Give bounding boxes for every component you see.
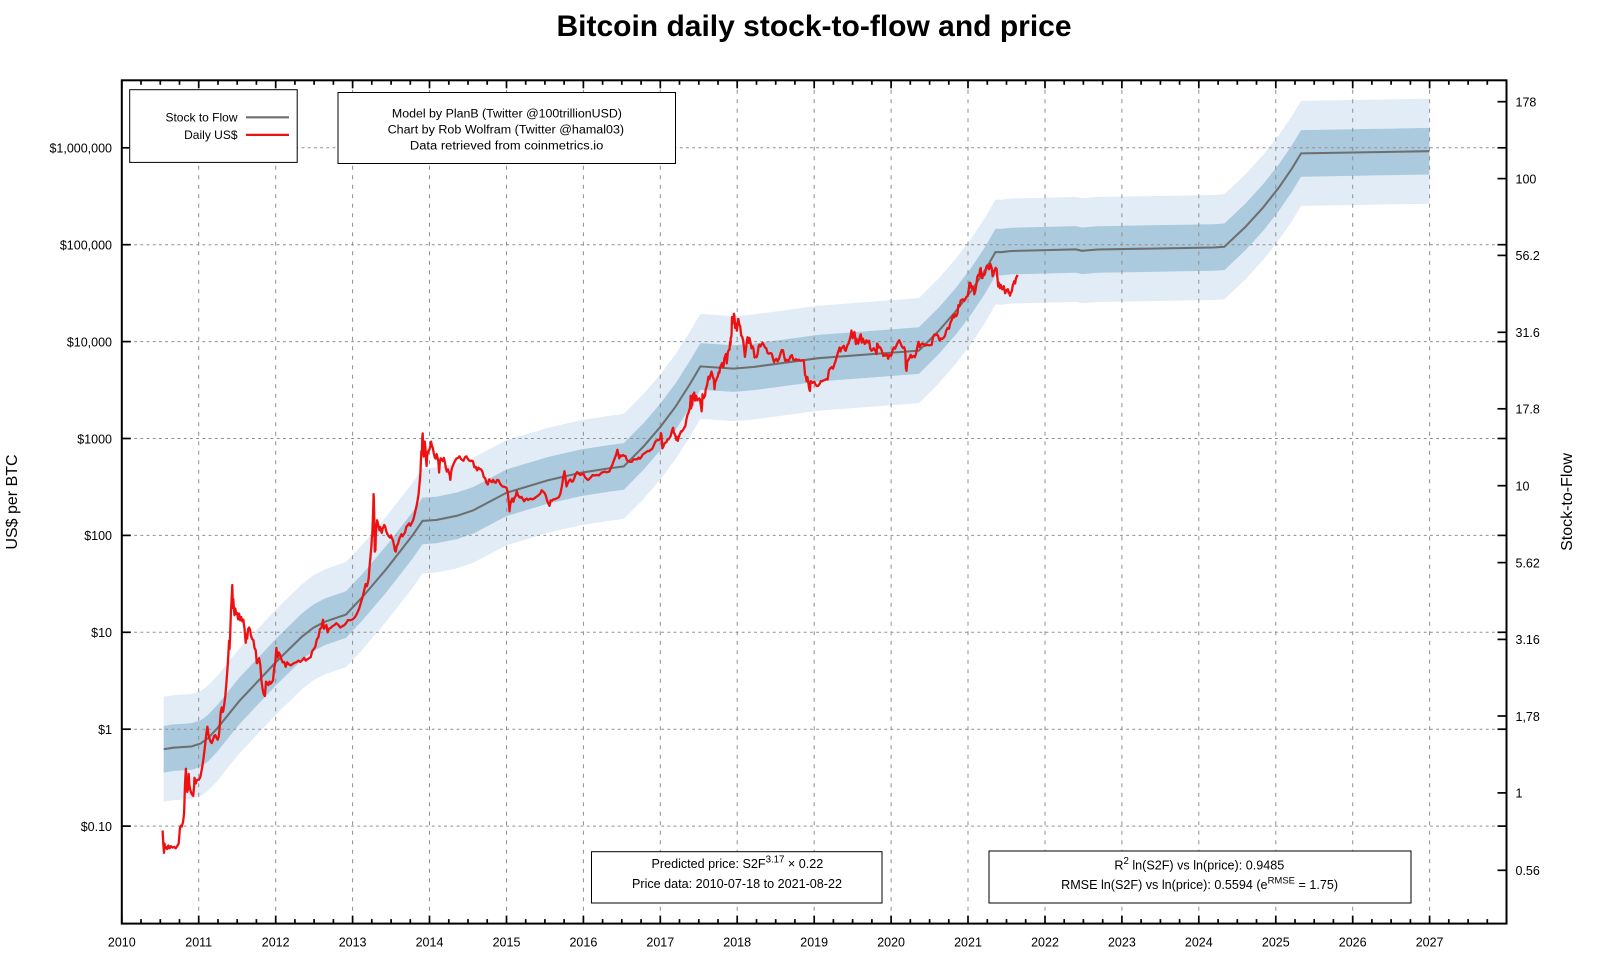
- svg-text:2017: 2017: [646, 936, 674, 950]
- svg-text:2011: 2011: [185, 936, 212, 950]
- svg-text:Chart by Rob Wolfram (Twitter: Chart by Rob Wolfram (Twitter @hamal03): [388, 124, 625, 136]
- svg-text:2020: 2020: [877, 936, 905, 950]
- svg-text:0.56: 0.56: [1516, 864, 1540, 878]
- svg-text:US$ per BTC: US$ per BTC: [4, 454, 21, 549]
- svg-text:Price data: 2010-07-18 to 2021: Price data: 2010-07-18 to 2021-08-22: [632, 877, 842, 891]
- svg-text:56.2: 56.2: [1516, 249, 1540, 263]
- svg-text:Data retrieved from coinmetric: Data retrieved from coinmetrics.io: [410, 140, 603, 152]
- svg-text:$1,000,000: $1,000,000: [49, 142, 112, 156]
- svg-text:2014: 2014: [416, 936, 444, 950]
- svg-text:Stock to Flow: Stock to Flow: [165, 111, 237, 125]
- svg-text:$10: $10: [91, 626, 112, 640]
- svg-text:31.6: 31.6: [1516, 326, 1540, 340]
- svg-text:Daily US$: Daily US$: [184, 128, 238, 142]
- svg-text:2027: 2027: [1416, 936, 1444, 950]
- svg-text:1: 1: [1516, 787, 1523, 801]
- svg-text:$0.10: $0.10: [81, 820, 112, 834]
- svg-text:10: 10: [1516, 480, 1530, 494]
- svg-text:1,78: 1,78: [1516, 710, 1540, 724]
- svg-text:2018: 2018: [723, 936, 751, 950]
- svg-text:RMSE ln(S2F) vs ln(price): 0.5: RMSE ln(S2F) vs ln(price): 0.5594 (eRMSE…: [1061, 876, 1338, 893]
- svg-text:Stock-to-Flow: Stock-to-Flow: [1559, 453, 1576, 551]
- svg-text:17.8: 17.8: [1516, 403, 1540, 417]
- svg-text:Bitcoin daily stock-to-flow an: Bitcoin daily stock-to-flow and price: [556, 10, 1071, 43]
- svg-text:2026: 2026: [1339, 936, 1367, 950]
- svg-text:R2 ln(S2F) vs ln(price): 0.948: R2 ln(S2F) vs ln(price): 0.9485: [1114, 856, 1284, 873]
- svg-text:2025: 2025: [1262, 936, 1290, 950]
- svg-text:2013: 2013: [339, 936, 367, 950]
- svg-text:2022: 2022: [1031, 936, 1059, 950]
- svg-text:$1000: $1000: [77, 432, 112, 446]
- svg-text:2010: 2010: [108, 936, 136, 950]
- svg-text:$1: $1: [98, 723, 112, 737]
- svg-text:2021: 2021: [954, 936, 982, 950]
- svg-text:2019: 2019: [800, 936, 828, 950]
- svg-text:2012: 2012: [262, 936, 290, 950]
- svg-text:2024: 2024: [1185, 936, 1213, 950]
- svg-text:3.16: 3.16: [1516, 633, 1540, 647]
- svg-text:5.62: 5.62: [1516, 556, 1540, 570]
- svg-text:Predicted price: S2F3.17 × 0.2: Predicted price: S2F3.17 × 0.22: [651, 855, 823, 872]
- svg-text:$10,000: $10,000: [67, 335, 112, 349]
- svg-text:2016: 2016: [569, 936, 597, 950]
- svg-text:$100: $100: [84, 529, 112, 543]
- svg-text:2023: 2023: [1108, 936, 1136, 950]
- svg-text:178: 178: [1516, 96, 1537, 110]
- svg-text:$100,000: $100,000: [60, 239, 112, 253]
- svg-text:100: 100: [1516, 172, 1537, 186]
- svg-text:Model by PlanB (Twitter @100tr: Model by PlanB (Twitter @100trillionUSD): [392, 108, 622, 120]
- svg-text:2015: 2015: [493, 936, 521, 950]
